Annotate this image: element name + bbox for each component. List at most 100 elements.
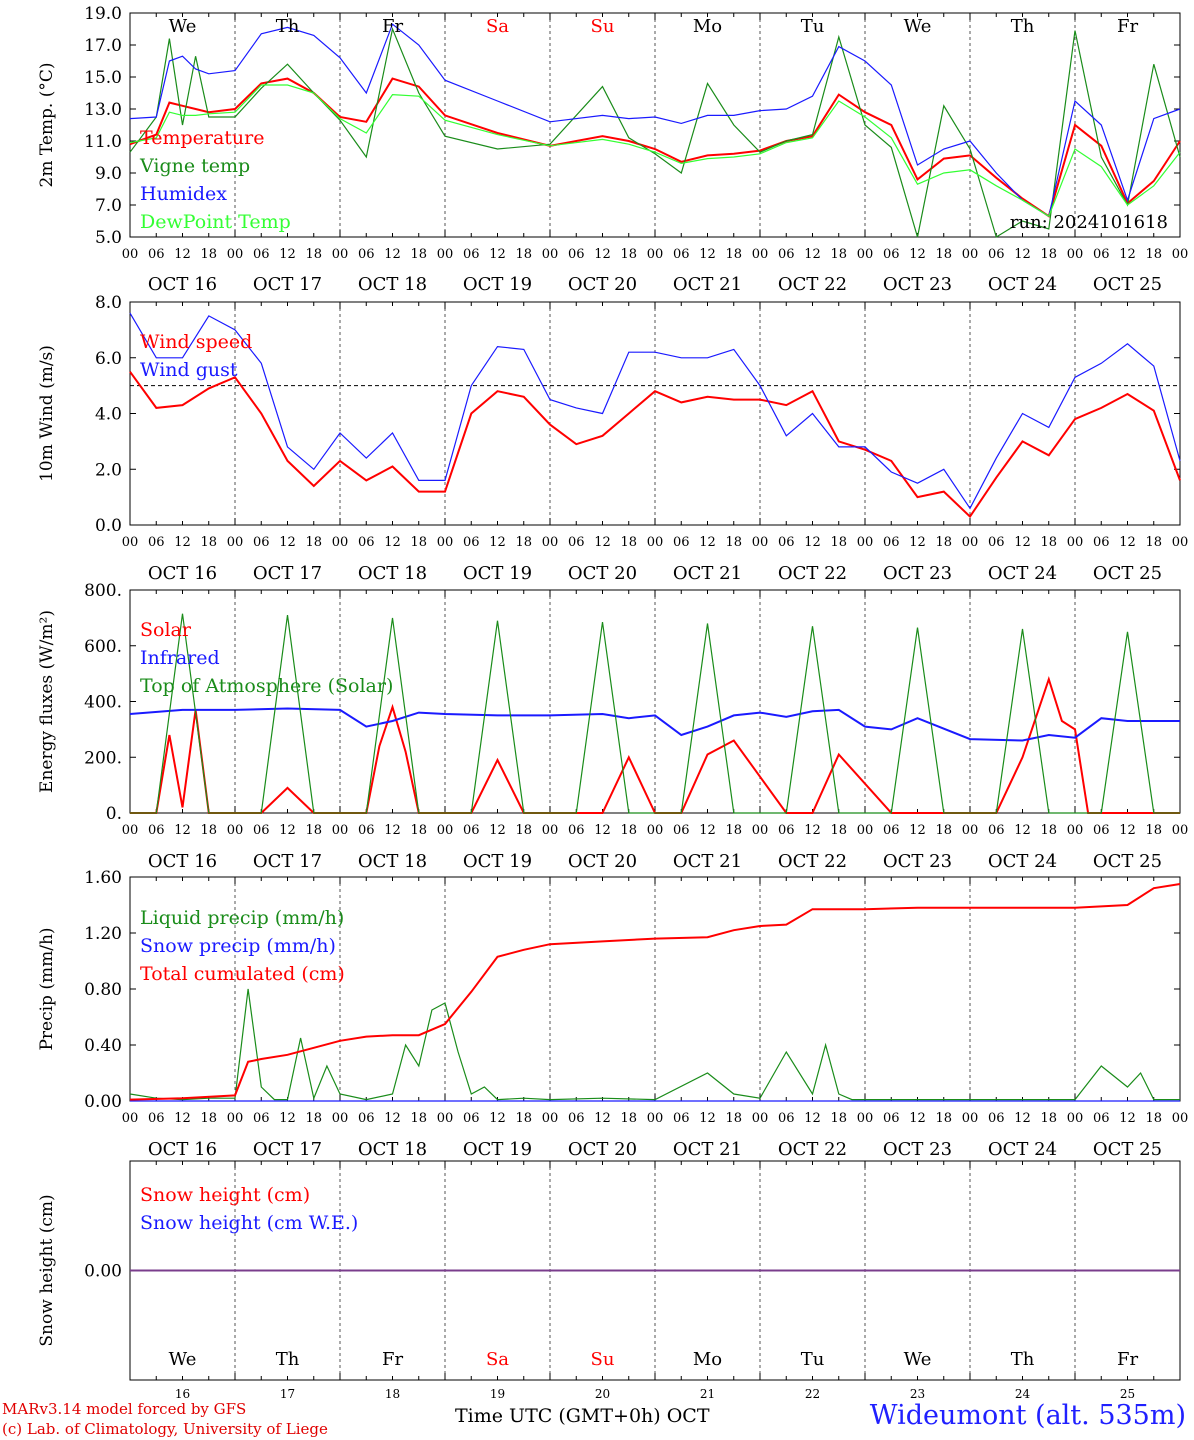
y-tick-label: 13.0 bbox=[84, 100, 122, 120]
date-label: OCT 17 bbox=[253, 563, 322, 584]
hour-tick-label: 12 bbox=[279, 823, 296, 838]
date-label: OCT 23 bbox=[883, 851, 952, 872]
hour-tick-label: 00 bbox=[332, 1111, 349, 1126]
series-line-liquid-precip-mm-h- bbox=[129, 988, 1180, 1101]
hour-tick-label: 00 bbox=[752, 1111, 769, 1126]
hour-tick-label: 06 bbox=[148, 823, 165, 838]
hour-tick-label: 00 bbox=[1172, 1111, 1189, 1126]
hour-tick-label: 00 bbox=[752, 247, 769, 262]
weekday-label: We bbox=[169, 16, 197, 37]
legend-entry: Solar bbox=[140, 619, 192, 641]
weekday-label: Sa bbox=[486, 1349, 509, 1370]
weekday-label: Th bbox=[1011, 1349, 1035, 1370]
hour-tick-label: 12 bbox=[384, 823, 401, 838]
hour-tick-label: 06 bbox=[673, 535, 690, 550]
y-tick-label: 0.80 bbox=[84, 980, 122, 1000]
hour-tick-label: 00 bbox=[1067, 823, 1084, 838]
hour-tick-label: 00 bbox=[962, 1111, 979, 1126]
date-label: OCT 18 bbox=[358, 563, 427, 584]
day-number: 16 bbox=[175, 1387, 190, 1401]
hour-tick-label: 06 bbox=[778, 823, 795, 838]
hour-tick-label: 12 bbox=[1014, 1111, 1031, 1126]
weekday-label: Tu bbox=[801, 16, 825, 37]
weekday-label: Tu bbox=[801, 1349, 825, 1370]
hour-tick-label: 06 bbox=[778, 1111, 795, 1126]
day-number: 20 bbox=[595, 1387, 610, 1401]
hour-tick-label: 18 bbox=[1145, 535, 1162, 550]
hour-tick-label: 18 bbox=[515, 247, 532, 262]
hour-tick-label: 12 bbox=[699, 1111, 716, 1126]
hour-tick-label: 18 bbox=[1145, 1111, 1162, 1126]
legend-entry: Infrared bbox=[140, 647, 220, 669]
hour-tick-label: 12 bbox=[594, 247, 611, 262]
hour-tick-label: 12 bbox=[1014, 535, 1031, 550]
weekday-label: Fr bbox=[1117, 16, 1138, 37]
date-label: OCT 16 bbox=[148, 563, 217, 584]
hour-tick-label: 00 bbox=[962, 247, 979, 262]
hour-tick-label: 12 bbox=[699, 535, 716, 550]
hour-tick-label: 06 bbox=[463, 247, 480, 262]
y-tick-label: 6.0 bbox=[95, 349, 122, 369]
legend-entry: Temperature bbox=[140, 127, 264, 149]
date-label: OCT 21 bbox=[673, 274, 742, 295]
hour-tick-label: 18 bbox=[830, 823, 847, 838]
hour-tick-label: 00 bbox=[332, 823, 349, 838]
date-label: OCT 23 bbox=[883, 563, 952, 584]
date-label: OCT 20 bbox=[568, 274, 637, 295]
date-label: OCT 16 bbox=[148, 851, 217, 872]
series-line-vigne-temp bbox=[129, 26, 1181, 238]
hour-tick-label: 12 bbox=[489, 247, 506, 262]
hour-tick-label: 12 bbox=[699, 247, 716, 262]
hour-tick-label: 12 bbox=[909, 823, 926, 838]
hour-tick-label: 00 bbox=[122, 247, 139, 262]
date-label: OCT 22 bbox=[778, 851, 847, 872]
hour-tick-label: 06 bbox=[463, 1111, 480, 1126]
model-credit: MARv3.14 model forced by GFS bbox=[2, 1400, 247, 1418]
hour-tick-label: 06 bbox=[463, 535, 480, 550]
hour-tick-label: 12 bbox=[804, 247, 821, 262]
hour-tick-label: 18 bbox=[935, 1111, 952, 1126]
hour-tick-label: 12 bbox=[384, 535, 401, 550]
hour-tick-label: 18 bbox=[725, 247, 742, 262]
series-line-total-cumulated-cm- bbox=[129, 883, 1181, 1101]
hour-tick-label: 06 bbox=[358, 535, 375, 550]
hour-tick-label: 00 bbox=[437, 1111, 454, 1126]
hour-tick-label: 18 bbox=[200, 535, 217, 550]
date-label: OCT 17 bbox=[253, 851, 322, 872]
legend-entry: Liquid precip (mm/h) bbox=[140, 907, 344, 929]
hour-tick-label: 00 bbox=[542, 823, 559, 838]
hour-tick-label: 06 bbox=[358, 1111, 375, 1126]
hour-tick-label: 06 bbox=[1093, 535, 1110, 550]
day-number: 21 bbox=[700, 1387, 715, 1401]
hour-tick-label: 00 bbox=[227, 535, 244, 550]
y-tick-label: 5.0 bbox=[95, 228, 122, 248]
series-line-infrared bbox=[129, 707, 1180, 742]
hour-tick-label: 12 bbox=[174, 1111, 191, 1126]
date-label: OCT 16 bbox=[148, 274, 217, 295]
date-label: OCT 23 bbox=[883, 1139, 952, 1160]
y-tick-label: 600. bbox=[84, 637, 122, 657]
hour-tick-label: 06 bbox=[568, 535, 585, 550]
date-label: OCT 20 bbox=[568, 851, 637, 872]
hour-tick-label: 00 bbox=[437, 535, 454, 550]
date-label: OCT 23 bbox=[883, 274, 952, 295]
y-tick-label: 1.20 bbox=[84, 924, 122, 944]
hour-tick-label: 12 bbox=[1119, 823, 1136, 838]
series-line-temperature bbox=[129, 77, 1181, 218]
x-axis-title: Time UTC (GMT+0h) OCT bbox=[455, 1405, 710, 1427]
weekday-label: Su bbox=[591, 16, 615, 37]
y-tick-label: 0.00 bbox=[84, 1092, 122, 1112]
hour-tick-label: 06 bbox=[883, 535, 900, 550]
weekday-label: Th bbox=[276, 1349, 300, 1370]
date-label: OCT 18 bbox=[358, 274, 427, 295]
hour-tick-label: 00 bbox=[647, 1111, 664, 1126]
panel-1-frame bbox=[129, 12, 1181, 238]
weekday-label: Sa bbox=[486, 16, 509, 37]
date-label: OCT 24 bbox=[988, 274, 1057, 295]
hour-tick-label: 06 bbox=[673, 247, 690, 262]
date-label: OCT 25 bbox=[1093, 274, 1162, 295]
hour-tick-label: 18 bbox=[200, 823, 217, 838]
weekday-label: Fr bbox=[382, 1349, 403, 1370]
date-label: OCT 25 bbox=[1093, 563, 1162, 584]
hour-tick-label: 06 bbox=[148, 535, 165, 550]
